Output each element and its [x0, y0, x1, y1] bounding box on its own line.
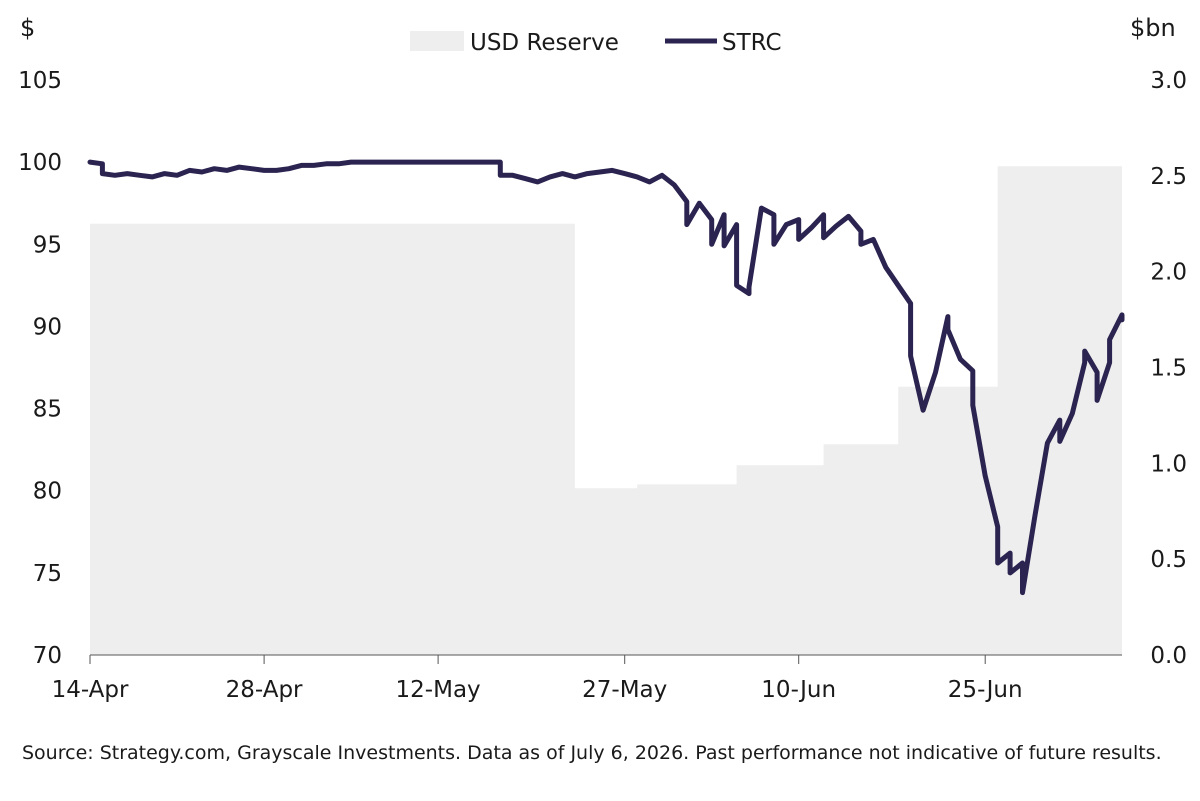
- right-axis-unit: $bn: [1130, 14, 1176, 42]
- y-right-tick-label: 2.0: [1150, 260, 1187, 286]
- x-tick-label: 14-Apr: [52, 677, 129, 703]
- x-tick-label: 10-Jun: [761, 677, 836, 703]
- x-tick-label: 28-Apr: [226, 677, 303, 703]
- y-right-tick-label: 0.5: [1150, 547, 1187, 573]
- x-tick-label: 25-Jun: [948, 677, 1023, 703]
- x-tick-label: 27-May: [582, 677, 667, 703]
- y-right-tick-label: 0.0: [1150, 643, 1187, 669]
- y-left-tick-label: 100: [18, 150, 62, 176]
- strc-price-line: [87, 159, 1125, 596]
- x-tick-label: 12-May: [396, 677, 481, 703]
- y-left-tick-label: 90: [33, 314, 62, 340]
- y-right-tick-label: 2.5: [1150, 164, 1187, 190]
- y-right-tick-label: 3.0: [1150, 68, 1187, 94]
- legend-label-strc: STRC: [722, 30, 782, 56]
- source-footnote: Source: Strategy.com, Grayscale Investme…: [22, 742, 1162, 764]
- strc-line-layer: [87, 159, 1125, 596]
- legend-swatch-usd-reserve: [410, 31, 464, 51]
- y-left-tick-label: 95: [33, 232, 62, 258]
- legend-label-usd-reserve: USD Reserve: [470, 30, 619, 56]
- y-left-tick-label: 75: [33, 561, 62, 587]
- left-axis-unit: $: [20, 14, 35, 42]
- y-left-tick-label: 70: [33, 643, 62, 669]
- y-left-tick-label: 85: [33, 397, 62, 423]
- usd-reserve-area-layer: [90, 166, 1122, 656]
- usd-reserve-area: [90, 166, 1122, 656]
- y-right-tick-label: 1.0: [1150, 451, 1187, 477]
- legend: USD Reserve STRC: [410, 30, 782, 56]
- y-left-tick-label: 105: [18, 68, 62, 94]
- y-right-tick-label: 1.5: [1150, 356, 1187, 382]
- y-left-tick-label: 80: [33, 479, 62, 505]
- axes-layer: 105 100 95 90 85 80 75 70 3.0 2.5 2.0 1.5 1.0 0.5 0.0 1…: [18, 68, 1187, 703]
